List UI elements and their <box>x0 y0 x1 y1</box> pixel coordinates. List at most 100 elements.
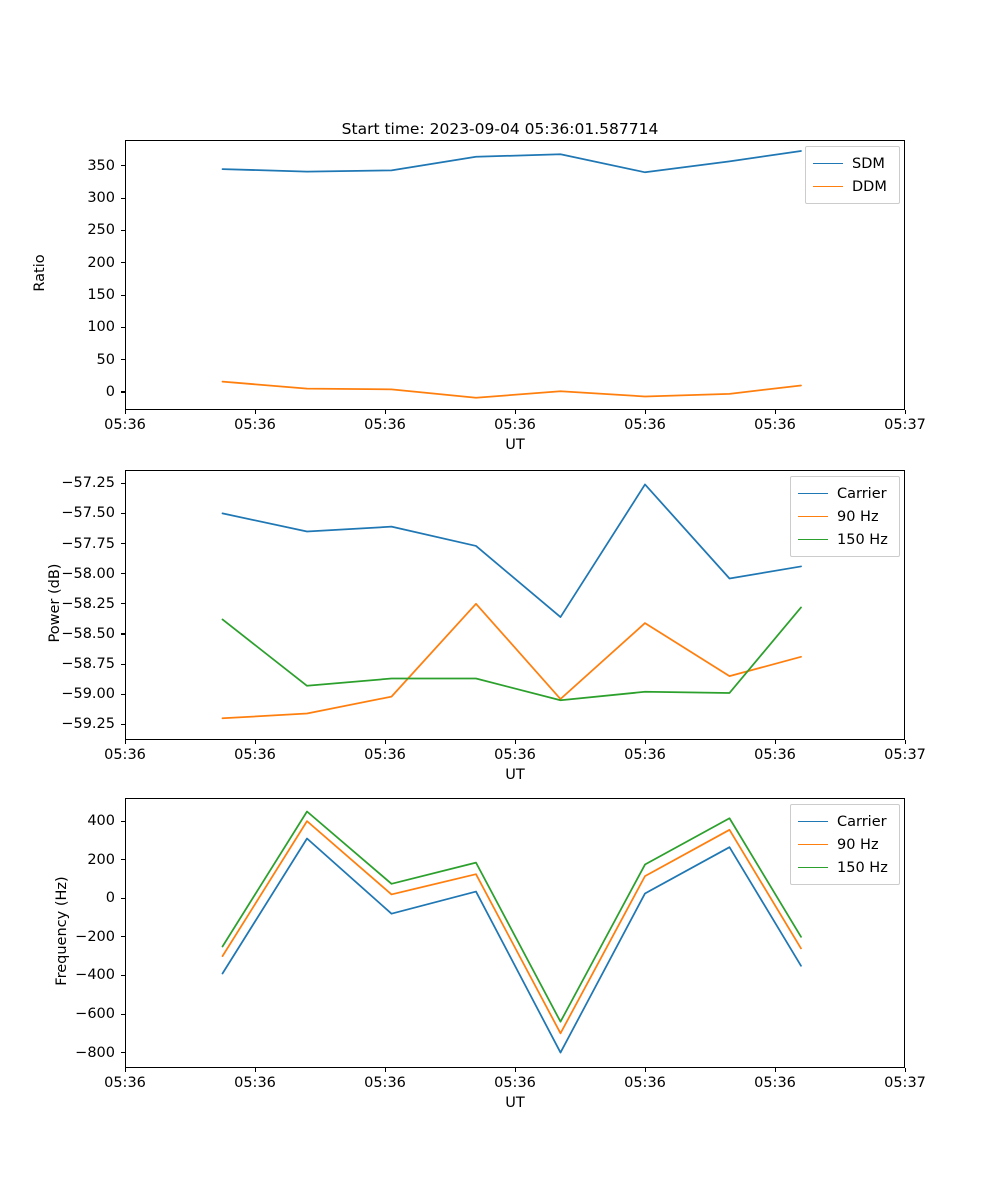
y-tick-mark <box>121 391 125 393</box>
x-tick-label: 05:36 <box>104 417 146 433</box>
y-tick-label: −400 <box>75 967 115 984</box>
legend-label-90hz: 90 Hz <box>837 836 879 853</box>
y-tick-mark <box>121 663 125 665</box>
x-tick-label: 05:36 <box>624 1075 666 1091</box>
x-tick-label: 05:37 <box>884 747 926 763</box>
plot-area-frequency <box>221 810 802 1054</box>
legend-swatch-150hz <box>798 867 828 868</box>
x-tick-mark <box>904 740 906 744</box>
x-tick-label: 05:37 <box>884 417 926 433</box>
y-tick-mark <box>121 165 125 167</box>
x-tick-label: 05:36 <box>494 1075 536 1091</box>
series-line-90-hz <box>221 820 802 1035</box>
y-tick-mark <box>121 859 125 861</box>
y-tick-mark <box>121 294 125 296</box>
axes-frame-3 <box>125 798 905 1068</box>
legend-swatch-carrier <box>798 493 828 494</box>
x-tick-mark <box>254 410 256 414</box>
x-tick-mark <box>774 740 776 744</box>
legend-panel-2[interactable]: Carrier 90 Hz 150 Hz <box>790 476 900 557</box>
y-tick-mark <box>121 197 125 199</box>
x-tick-mark <box>514 740 516 744</box>
legend-label-ddm: DDM <box>852 178 887 195</box>
x-tick-mark <box>384 410 386 414</box>
x-tick-mark <box>644 1068 646 1072</box>
legend-item[interactable]: 150 Hz <box>798 856 892 879</box>
y-tick-mark <box>121 573 125 575</box>
y-tick-mark <box>121 543 125 545</box>
y-tick-label: −59.25 <box>61 716 115 733</box>
y-tick-mark <box>121 936 125 938</box>
y-tick-mark <box>121 693 125 695</box>
y-tick-mark <box>121 1013 125 1015</box>
legend-item[interactable]: DDM <box>813 175 892 198</box>
legend-panel-1[interactable]: SDM DDM <box>805 146 900 204</box>
y-tick-label: −59.00 <box>61 686 115 703</box>
x-tick-label: 05:36 <box>364 747 406 763</box>
y-tick-mark <box>121 723 125 725</box>
legend-swatch-90hz <box>798 844 828 845</box>
legend-label-150hz: 150 Hz <box>837 859 888 876</box>
legend-item[interactable]: Carrier <box>798 810 892 833</box>
x-tick-mark <box>124 410 126 414</box>
legend-label-carrier: Carrier <box>837 813 887 830</box>
y-tick-label: 350 <box>87 157 115 174</box>
legend-item[interactable]: 150 Hz <box>798 528 892 551</box>
y-axis-label-1: Ratio <box>32 254 48 292</box>
plot-area-power <box>221 483 802 720</box>
y-axis-label-3: Frequency (Hz) <box>54 876 70 986</box>
x-tick-label: 05:36 <box>754 747 796 763</box>
x-tick-mark <box>514 410 516 414</box>
x-tick-label: 05:36 <box>104 1075 146 1091</box>
y-tick-label: −600 <box>75 1006 115 1022</box>
x-tick-label: 05:36 <box>234 417 276 433</box>
legend-item[interactable]: 90 Hz <box>798 505 892 528</box>
x-tick-label: 05:36 <box>754 1075 796 1091</box>
x-tick-label: 05:36 <box>494 417 536 433</box>
y-tick-label: 200 <box>87 254 115 271</box>
legend-item[interactable]: 90 Hz <box>798 833 892 856</box>
x-tick-mark <box>124 740 126 744</box>
y-tick-label: 150 <box>87 287 115 304</box>
x-tick-mark <box>124 1068 126 1072</box>
x-tick-label: 05:36 <box>234 747 276 763</box>
y-tick-mark <box>121 482 125 484</box>
y-tick-label: −200 <box>75 928 115 945</box>
y-axis-label-2: Power (dB) <box>47 563 63 643</box>
series-line-150-hz <box>221 606 802 702</box>
x-tick-mark <box>904 410 906 414</box>
x-tick-label: 05:37 <box>884 1075 926 1091</box>
axes-frame-1 <box>125 140 905 410</box>
series-line-90-hz <box>221 602 802 720</box>
y-tick-label: −57.75 <box>61 535 115 552</box>
figure-title: Start time: 2023-09-04 05:36:01.587714 <box>341 120 659 138</box>
y-tick-mark <box>121 229 125 232</box>
y-tick-label: −58.00 <box>61 565 115 582</box>
series-line-carrier <box>221 837 802 1054</box>
y-tick-mark <box>121 897 125 899</box>
legend-item[interactable]: SDM <box>813 152 892 175</box>
x-tick-mark <box>904 1068 906 1072</box>
y-tick-mark <box>121 359 125 361</box>
plot-area-ratio <box>221 150 802 399</box>
legend-swatch-90hz <box>798 516 828 517</box>
x-axis-label-3: UT <box>505 1095 525 1111</box>
x-tick-mark <box>644 740 646 744</box>
series-line-ddm <box>221 380 802 399</box>
y-tick-label: −58.50 <box>61 625 115 642</box>
legend-item[interactable]: Carrier <box>798 482 892 505</box>
y-tick-label: 250 <box>87 222 115 239</box>
axes-frame-2 <box>125 470 905 740</box>
legend-swatch-carrier <box>798 821 828 822</box>
legend-panel-3[interactable]: Carrier 90 Hz 150 Hz <box>790 804 900 885</box>
y-tick-label: 100 <box>87 319 115 336</box>
legend-label-carrier: Carrier <box>837 485 887 502</box>
series-line-150-hz <box>221 810 802 1023</box>
x-tick-label: 05:36 <box>494 747 536 763</box>
x-axis-label-2: UT <box>505 767 525 783</box>
y-tick-label: 200 <box>87 851 115 868</box>
legend-swatch-ddm <box>813 186 843 187</box>
y-tick-label: 400 <box>87 813 115 830</box>
y-tick-mark <box>121 1052 125 1054</box>
